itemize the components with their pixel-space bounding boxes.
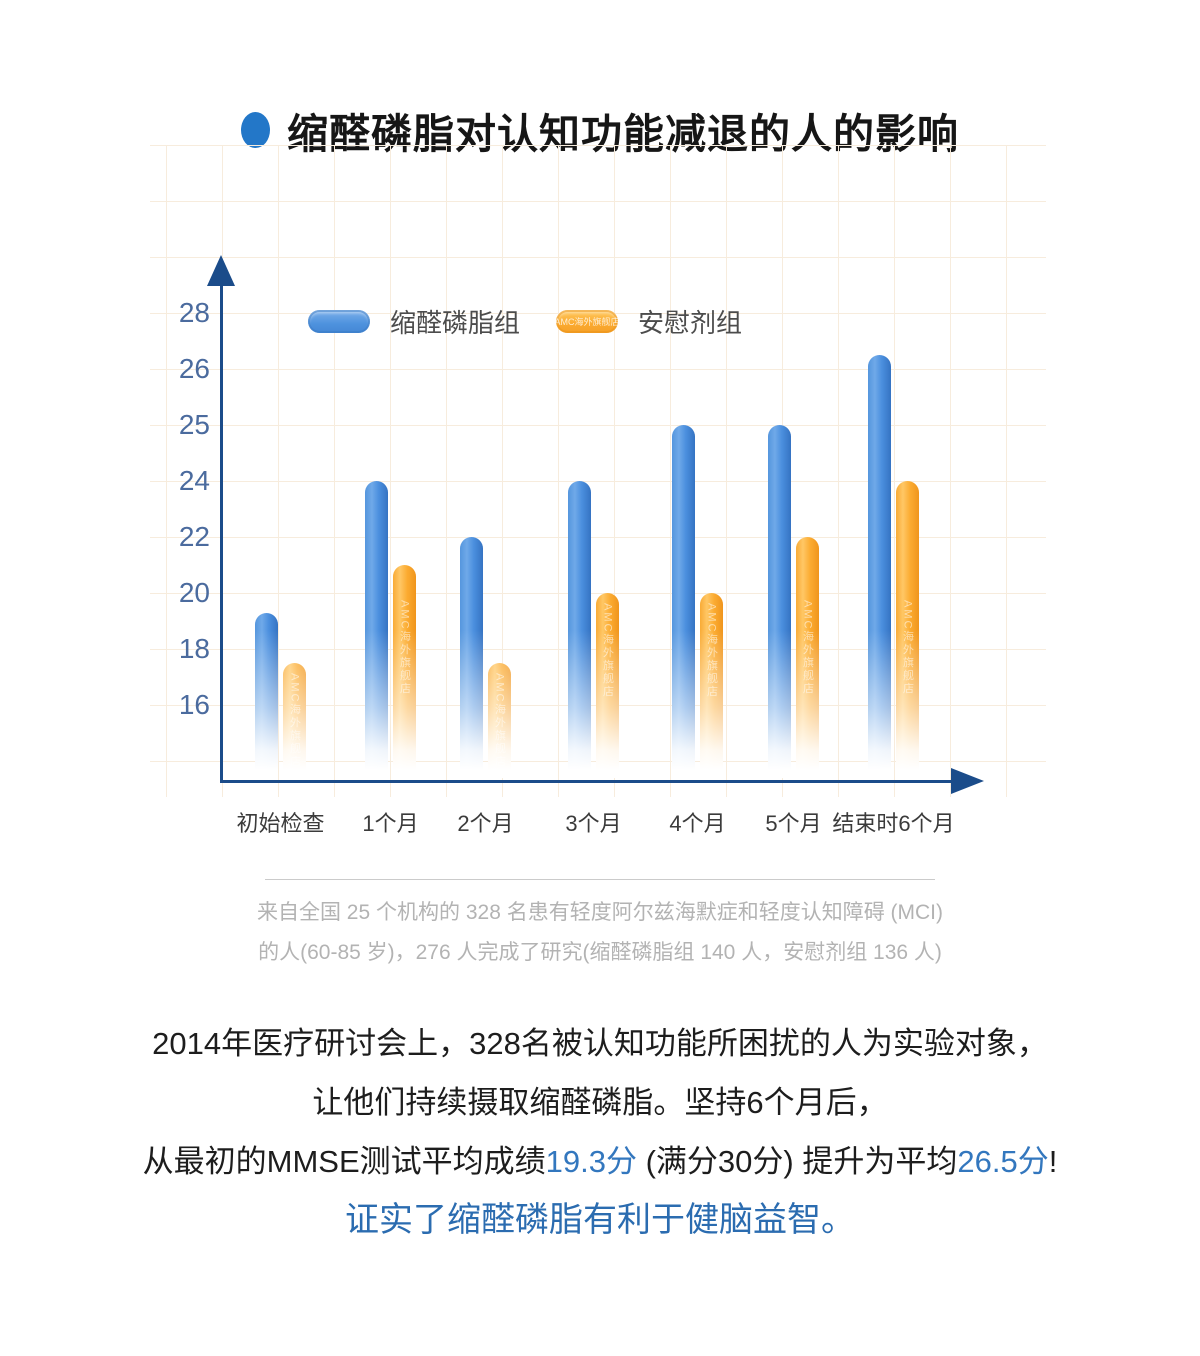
legend-label-placebo: 安慰剂组 [638,308,743,338]
bar-plasmalogen-7 [868,355,891,778]
description-text: 2014年医疗研讨会上，328名被认知功能所困扰的人为实验对象， 让他们持续摄取… [0,1014,1200,1250]
footnote-line-1: 来自全国 25 个机构的 328 名患有轻度阿尔兹海默症和轻度认知障碍 (MCI… [256,901,944,924]
score-initial: 19.3分 [545,1144,637,1179]
watermark-text: AMC海外旗舰店 [288,673,301,769]
body-line-3-mid: (满分30分) 提升为平均 [637,1144,958,1179]
x-label-4: 3个月 [565,811,622,836]
y-tick-16: 16 [178,689,210,720]
bar-placebo-1: AMC海外旗舰店 [283,663,306,778]
y-tick-28: 28 [178,297,210,328]
y-tick-22: 22 [178,521,210,552]
conclusion-line: 证实了缩醛磷脂有利于健脑益智。 [345,1201,855,1239]
y-tick-25: 25 [178,409,210,440]
watermark-text: AMC海外旗舰店 [493,673,506,769]
watermark-text: AMC海外旗舰店 [705,603,718,699]
bar-placebo-7: AMC海外旗舰店 [896,481,919,778]
watermark-text: AMC海外旗舰店 [398,600,411,696]
y-axis-arrow-icon [207,255,235,286]
bar-plasmalogen-2 [365,481,388,778]
watermark-text: AMC海外旗舰店 [801,600,814,696]
chart-legend: 缩醛磷脂组 AMC海外旗舰店 安慰剂组 [308,303,742,340]
y-tick-20: 20 [178,577,210,608]
y-tick-24: 24 [178,465,210,496]
legend-swatch-placebo: AMC海外旗舰店 [554,310,620,333]
bar-plasmalogen-3 [460,537,483,778]
y-axis [220,282,223,783]
y-tick-26: 26 [178,353,210,384]
x-label-6: 5个月 [765,811,822,836]
bar-plasmalogen-4 [568,481,591,778]
x-label-7: 结束时6个月 [832,811,955,836]
watermark-text: AMC海外旗舰店 [901,600,914,696]
bar-placebo-4: AMC海外旗舰店 [596,593,619,778]
x-axis [220,780,952,783]
bar-placebo-2: AMC海外旗舰店 [393,565,416,778]
body-line-2: 让他们持续摄取缩醛磷脂。坚持6个月后， [312,1085,888,1120]
x-label-3: 2个月 [457,811,514,836]
body-line-3-pre: 从最初的MMSE测试平均成绩 [142,1144,546,1179]
bar-placebo-3: AMC海外旗舰店 [488,663,511,778]
body-line-1: 2014年医疗研讨会上，328名被认知功能所困扰的人为实验对象， [152,1026,1048,1061]
watermark-text: AMC海外旗舰店 [554,317,620,327]
x-label-5: 4个月 [669,811,726,836]
study-footnote: 来自全国 25 个机构的 328 名患有轻度阿尔兹海默症和轻度认知障碍 (MCI… [0,893,1200,973]
watermark-text: AMC海外旗舰店 [601,603,614,699]
legend-swatch-plasmalogen [308,310,370,333]
bar-placebo-6: AMC海外旗舰店 [796,537,819,778]
bar-plasmalogen-1 [255,613,278,778]
score-final: 26.5分 [957,1144,1049,1179]
x-label-2: 1个月 [362,811,419,836]
bar-plasmalogen-6 [768,425,791,778]
body-line-3: 从最初的MMSE测试平均成绩19.3分 (满分30分) 提升为平均26.5分! [0,1132,1200,1191]
legend-label-plasmalogen: 缩醛磷脂组 [390,308,521,338]
bar-plasmalogen-5 [672,425,695,778]
bullet-dot-icon [241,112,270,148]
divider-line [265,879,935,880]
x-label-1: 初始检查 [236,811,325,836]
y-tick-18: 18 [178,633,210,664]
bar-placebo-5: AMC海外旗舰店 [700,593,723,778]
body-line-3-post: ! [1048,1144,1058,1179]
footnote-line-2: 的人(60-85 岁)，276 人完成了研究(缩醛磷脂组 140 人，安慰剂组 … [258,941,942,964]
x-axis-arrow-icon [951,768,984,794]
